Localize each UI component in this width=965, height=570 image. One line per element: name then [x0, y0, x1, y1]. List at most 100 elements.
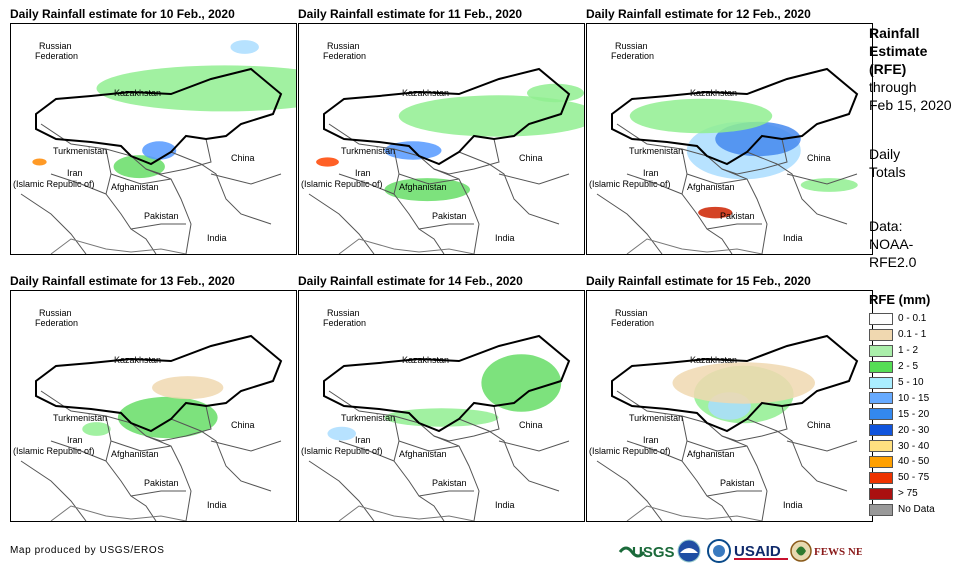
legend-item: 20 - 30 — [869, 422, 961, 438]
fewsnet-wordmark: FEWS NET — [814, 546, 862, 558]
legend-item: 5 - 10 — [869, 375, 961, 391]
map-label-kazakhstan: Kazakhstan — [114, 355, 161, 365]
panel-title: Daily Rainfall estimate for 14 Feb., 202… — [298, 274, 523, 288]
map-label-iran-1: Iran — [643, 168, 659, 178]
country-border — [145, 168, 192, 254]
through-date: Feb 15, 2020 — [869, 97, 952, 113]
map-label-china: China — [807, 153, 831, 163]
legend-item: 50 - 75 — [869, 470, 961, 486]
map-label-pakistan: Pakistan — [720, 478, 755, 488]
map-label-russia-1: Russian — [327, 308, 360, 318]
legend-item: 40 - 50 — [869, 454, 961, 470]
country-border — [706, 223, 762, 230]
country-border — [786, 173, 858, 185]
rain-patch — [384, 408, 499, 427]
panel-title: Daily Rainfall estimate for 15 Feb., 202… — [586, 274, 811, 288]
totals-text: Totals — [869, 164, 906, 180]
map-label-kazakhstan: Kazakhstan — [690, 355, 737, 365]
legend-item: 30 - 40 — [869, 438, 961, 454]
data-label: Data: — [869, 218, 903, 234]
side-data: Data: NOAA- RFE2.0 — [869, 217, 916, 271]
country-border — [418, 223, 474, 230]
map-frame: Russian Federation Kazakhstan Turkmenistan I… — [586, 290, 873, 522]
side-daily: Daily Totals — [869, 145, 906, 181]
legend-swatch — [869, 408, 893, 421]
map-label-russia-2: Federation — [35, 51, 78, 61]
map-label-iran-1: Iran — [643, 435, 659, 445]
rain-patch — [698, 206, 733, 219]
coastline — [338, 238, 475, 254]
legend-swatch — [869, 440, 893, 453]
country-border — [746, 151, 848, 225]
map-label-kazakhstan: Kazakhstan — [114, 88, 161, 98]
panel-title: Daily Rainfall estimate for 11 Feb., 202… — [298, 7, 523, 21]
map-label-pakistan: Pakistan — [432, 478, 467, 488]
map-label-russia-2: Federation — [611, 318, 654, 328]
country-border — [145, 435, 192, 521]
legend-label: 1 - 2 — [898, 345, 919, 357]
rain-patch — [327, 426, 356, 441]
rain-patch — [230, 40, 259, 54]
map-label-iran-1: Iran — [355, 168, 371, 178]
title-line-3: (RFE) — [869, 61, 907, 77]
data-source-2: RFE2.0 — [869, 254, 917, 270]
coastline — [626, 238, 763, 254]
map-label-pakistan: Pakistan — [720, 211, 755, 221]
map-label-india: India — [495, 233, 515, 243]
map-label-pakistan: Pakistan — [144, 478, 179, 488]
map-frame: Russian Federation Kazakhstan Turkmenistan I… — [298, 23, 585, 255]
usaid-wordmark: USAID — [734, 543, 781, 560]
country-border — [393, 148, 445, 254]
map-frame: Russian Federation Kazakhstan Turkmenistan I… — [586, 23, 873, 255]
country-border — [596, 193, 663, 254]
legend-swatch — [869, 471, 893, 484]
map-label-turkmenistan: Turkmenistan — [53, 146, 107, 156]
country-border — [433, 435, 480, 521]
legend-swatch — [869, 312, 893, 325]
country-border — [393, 415, 445, 521]
map-label-afghanistan: Afghanistan — [111, 182, 159, 192]
country-border — [596, 460, 663, 521]
legend-swatch — [869, 376, 893, 389]
legend-swatch — [869, 487, 893, 500]
legend-swatch — [869, 455, 893, 468]
legend-swatch — [869, 360, 893, 373]
country-border — [308, 460, 375, 521]
map-label-china: China — [519, 420, 543, 430]
legend-swatch — [869, 328, 893, 341]
map-label-india: India — [207, 500, 227, 510]
region-outline — [323, 67, 571, 166]
legend-label: 30 - 40 — [898, 440, 930, 452]
map-label-russia-2: Federation — [35, 318, 78, 328]
map-label-kazakhstan: Kazakhstan — [402, 88, 449, 98]
coastline — [626, 505, 763, 521]
doi-seal — [707, 539, 731, 563]
title-line-2: Estimate — [869, 43, 928, 59]
country-border — [706, 490, 762, 497]
legend-item: 0.1 - 1 — [869, 327, 961, 343]
country-border — [338, 173, 395, 195]
rain-patch — [527, 83, 584, 103]
map-label-russia-1: Russian — [615, 41, 648, 51]
through-text: through — [869, 79, 917, 95]
rain-patch — [113, 155, 165, 179]
legend-label: 0.1 - 1 — [898, 329, 927, 341]
coastline — [50, 238, 187, 254]
map-label-iran-2: (Islamic Republic of) — [13, 179, 95, 189]
map-label-iran-1: Iran — [355, 435, 371, 445]
map-label-china: China — [519, 153, 543, 163]
map-label-india: India — [207, 233, 227, 243]
logo-strip: USGS USAID FEWS NET — [618, 538, 863, 564]
rain-patch — [152, 376, 224, 400]
legend-label: 5 - 10 — [898, 377, 924, 388]
region-outline — [35, 67, 283, 166]
map-label-iran-2: (Islamic Republic of) — [13, 446, 95, 456]
side-title: Rainfall Estimate (RFE) through Feb 15, … — [869, 24, 952, 114]
legend-item: 10 - 15 — [869, 390, 961, 406]
country-border — [210, 440, 282, 452]
map-label-turkmenistan: Turkmenistan — [341, 413, 395, 423]
legend-item: No Data — [869, 502, 961, 518]
map-label-russia-1: Russian — [615, 308, 648, 318]
country-border — [50, 173, 107, 195]
legend-item: 15 - 20 — [869, 406, 961, 422]
